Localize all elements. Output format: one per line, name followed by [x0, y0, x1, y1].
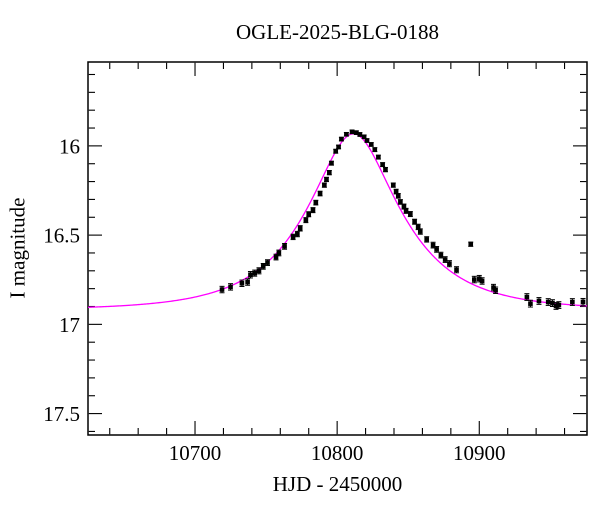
- data-point: [265, 259, 271, 266]
- data-point: [556, 301, 562, 309]
- data-point: [417, 228, 423, 235]
- data-point: [364, 138, 370, 143]
- data-point: [569, 298, 575, 306]
- model-curve: [87, 133, 588, 308]
- data-point: [343, 131, 349, 137]
- data-point: [321, 182, 327, 188]
- chart-title: OGLE-2025-BLG-0188: [236, 20, 439, 44]
- data-point: [326, 170, 332, 176]
- data-point: [245, 278, 251, 286]
- data-point: [372, 147, 378, 153]
- data-point: [382, 166, 388, 173]
- data-point: [338, 136, 344, 142]
- data-point: [380, 162, 386, 168]
- data-point: [390, 182, 396, 188]
- data-point: [252, 269, 258, 277]
- data-point: [310, 207, 316, 214]
- data-point: [260, 262, 266, 270]
- y-tick-label: 16.5: [43, 224, 80, 248]
- data-point: [276, 249, 282, 257]
- axis-ticks: [88, 62, 587, 435]
- x-tick-labels: 10700 10800 10900: [169, 441, 506, 465]
- data-point: [219, 285, 225, 294]
- data-point: [297, 225, 303, 232]
- data-point: [580, 297, 586, 306]
- x-axis-label: HJD - 2450000: [272, 472, 403, 496]
- data-point: [317, 190, 323, 197]
- y-tick-label: 17: [59, 313, 80, 337]
- data-point: [434, 246, 440, 253]
- data-point: [479, 277, 485, 285]
- data-point: [446, 260, 452, 268]
- x-tick-label: 10800: [311, 441, 364, 465]
- data-point: [471, 275, 477, 284]
- data-point: [303, 217, 309, 224]
- data-point: [468, 241, 474, 247]
- x-tick-label: 10700: [169, 441, 222, 465]
- data-point: [536, 297, 542, 305]
- data-point: [412, 218, 418, 225]
- data-point: [357, 132, 363, 137]
- data-point: [424, 236, 430, 243]
- data-point: [438, 251, 444, 259]
- data-point: [553, 302, 559, 310]
- y-tick-label: 17.5: [43, 402, 80, 426]
- data-point: [442, 256, 448, 263]
- data-point: [368, 142, 374, 147]
- data-point: [282, 243, 288, 250]
- data-point: [328, 160, 334, 166]
- data-point: [527, 299, 533, 308]
- data-point: [403, 207, 409, 214]
- plot-frame: [87, 61, 588, 436]
- y-tick-labels: 16 16.5 17 17.5: [43, 134, 80, 426]
- data-point: [313, 199, 319, 206]
- data-point: [349, 129, 355, 135]
- data-point: [333, 148, 339, 154]
- data-point: [247, 271, 253, 279]
- data-points: [219, 129, 586, 310]
- data-point: [323, 176, 329, 183]
- data-point: [407, 211, 413, 218]
- x-tick-label: 10900: [453, 441, 506, 465]
- data-point: [294, 230, 300, 238]
- data-point: [256, 267, 262, 275]
- data-point: [375, 154, 381, 160]
- data-point: [228, 283, 234, 291]
- data-point: [454, 266, 460, 274]
- data-point: [290, 233, 296, 241]
- data-point: [239, 279, 245, 288]
- data-point: [395, 193, 401, 199]
- y-tick-label: 16: [59, 134, 80, 158]
- data-point: [336, 144, 342, 150]
- data-point: [397, 199, 403, 205]
- data-point: [306, 211, 312, 218]
- data-point: [545, 298, 551, 306]
- data-point: [493, 286, 499, 294]
